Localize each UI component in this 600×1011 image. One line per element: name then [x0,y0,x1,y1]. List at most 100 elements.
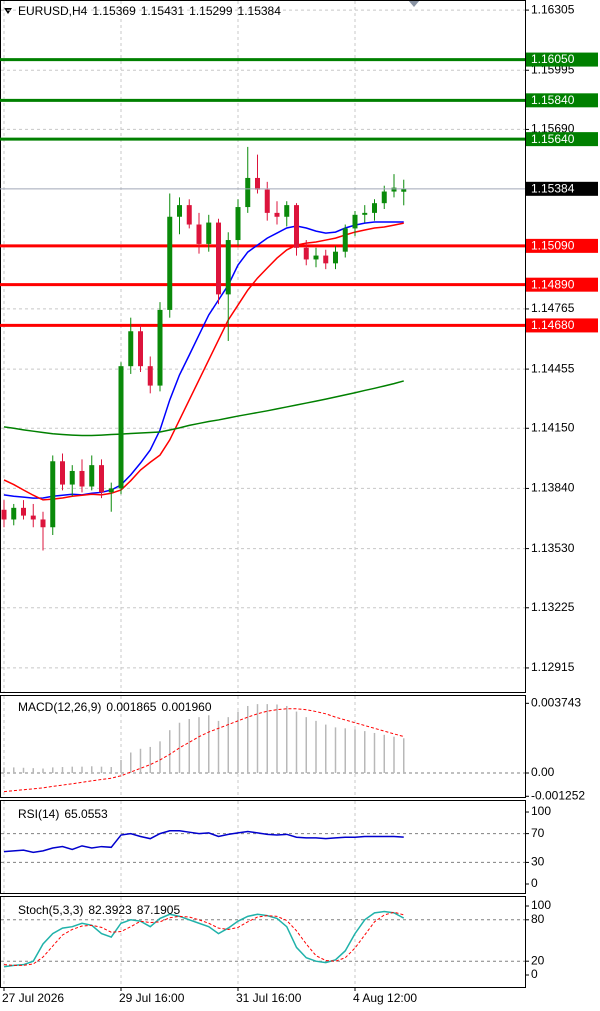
level-label: 1.15840 [531,93,575,107]
y-tick-label: 0.00 [531,765,555,779]
candle-body [118,366,124,489]
indicator-line [3,829,404,854]
level-label: 1.14890 [531,277,575,291]
candle-body [157,309,163,386]
level-label: 1.16050 [531,52,575,66]
candle-body [323,255,329,264]
candle-body [206,222,212,244]
candle-body [60,461,65,485]
candle-body [79,470,85,487]
y-tick-label: 100 [531,804,551,818]
candle-body [245,177,251,208]
shift-marker[interactable] [408,0,420,7]
y-tick-label: 1.14765 [531,301,575,315]
indicator-title: MACD(12,26,9) [18,700,101,714]
menu-arrow[interactable] [4,8,12,14]
signal-value: 0.001960 [161,700,211,714]
y-tick-label: 30 [531,855,545,869]
candle-body [216,222,221,295]
panel-frame [0,896,526,988]
candle-body [69,470,75,485]
candle-body [313,255,319,260]
level-label-box [526,277,598,292]
y-tick-label: 100 [531,898,551,912]
candle-body [177,205,182,217]
y-tick-label: 0.003743 [531,695,581,709]
y-tick-label: 1.13840 [531,481,575,495]
x-tick-label: 29 Jul 16:00 [119,991,185,1005]
candle-body [40,519,46,528]
candle-body [372,203,377,213]
candle-body [401,188,407,192]
y-tick-label: 1.14150 [531,420,575,434]
indicator-line [3,910,405,968]
panel-frame [0,0,526,693]
close-value: 1.15384 [238,4,282,18]
y-tick-label: 1.13225 [531,600,575,614]
candle-body [274,212,280,217]
y-tick-label: 1.12915 [531,660,575,674]
indicator-line [3,221,404,499]
candle-body [89,465,95,487]
level-label-box [526,238,598,253]
candle-body [138,331,143,367]
candle-body [391,187,397,192]
y-tick-label: 0 [531,876,538,890]
candle-body [147,366,153,386]
candle-body [225,240,231,295]
indicator-value: 82.3923 [88,903,132,917]
y-tick-label: 1.16305 [531,2,575,16]
candle-body [21,507,26,516]
low-value: 1.15299 [189,4,233,18]
y-tick-label: 0 [531,967,538,981]
high-value: 1.15431 [141,4,185,18]
indicator-line [3,222,404,501]
candle-body [294,205,299,248]
y-tick-label: 1.14455 [531,361,575,375]
y-tick-label: 80 [531,912,545,926]
candle-body [352,214,358,229]
candle-body [167,216,173,310]
indicator-line [3,708,404,793]
candle-body [255,177,260,190]
level-label: 1.14680 [531,318,575,332]
y-tick-label: 1.15690 [531,122,575,136]
candle-body [108,488,114,493]
indicator-title: Stoch(5,3,3) [18,903,83,917]
indicator-line [3,911,404,966]
candle-body [284,205,290,217]
candle-body [235,207,241,241]
candle-body [381,191,387,204]
y-tick-label: -0.001252 [531,788,585,802]
indicator-title: RSI(14) [18,807,59,821]
candle-body [99,465,104,493]
candle-body [264,189,270,213]
candle-body [186,205,192,225]
symbol: EURUSD,H4 [18,4,88,18]
x-tick-label: 27 Jul 2026 [2,991,64,1005]
indicator-line [3,380,404,437]
candle-body [50,461,56,528]
y-tick-label: 20 [531,953,545,967]
candle-body [342,228,348,252]
x-tick-label: 31 Jul 16:00 [236,991,302,1005]
candle-body [362,212,368,215]
panel-frame [0,800,526,894]
level-label-box [526,132,598,147]
open-value: 1.15369 [92,4,136,18]
candle-body [11,507,17,520]
level-label: 1.15640 [531,132,575,146]
candle-body [303,247,309,260]
level-label: 1.15090 [531,239,575,253]
panel-frame [0,695,526,798]
candle-body [1,509,7,520]
candle-body [196,224,202,244]
macd-value: 0.001865 [106,700,156,714]
candle-body [30,515,36,520]
level-label-box [526,52,598,67]
candle-body [128,331,134,367]
price-label: 1.15384 [531,181,575,195]
y-tick-label: 70 [531,826,545,840]
